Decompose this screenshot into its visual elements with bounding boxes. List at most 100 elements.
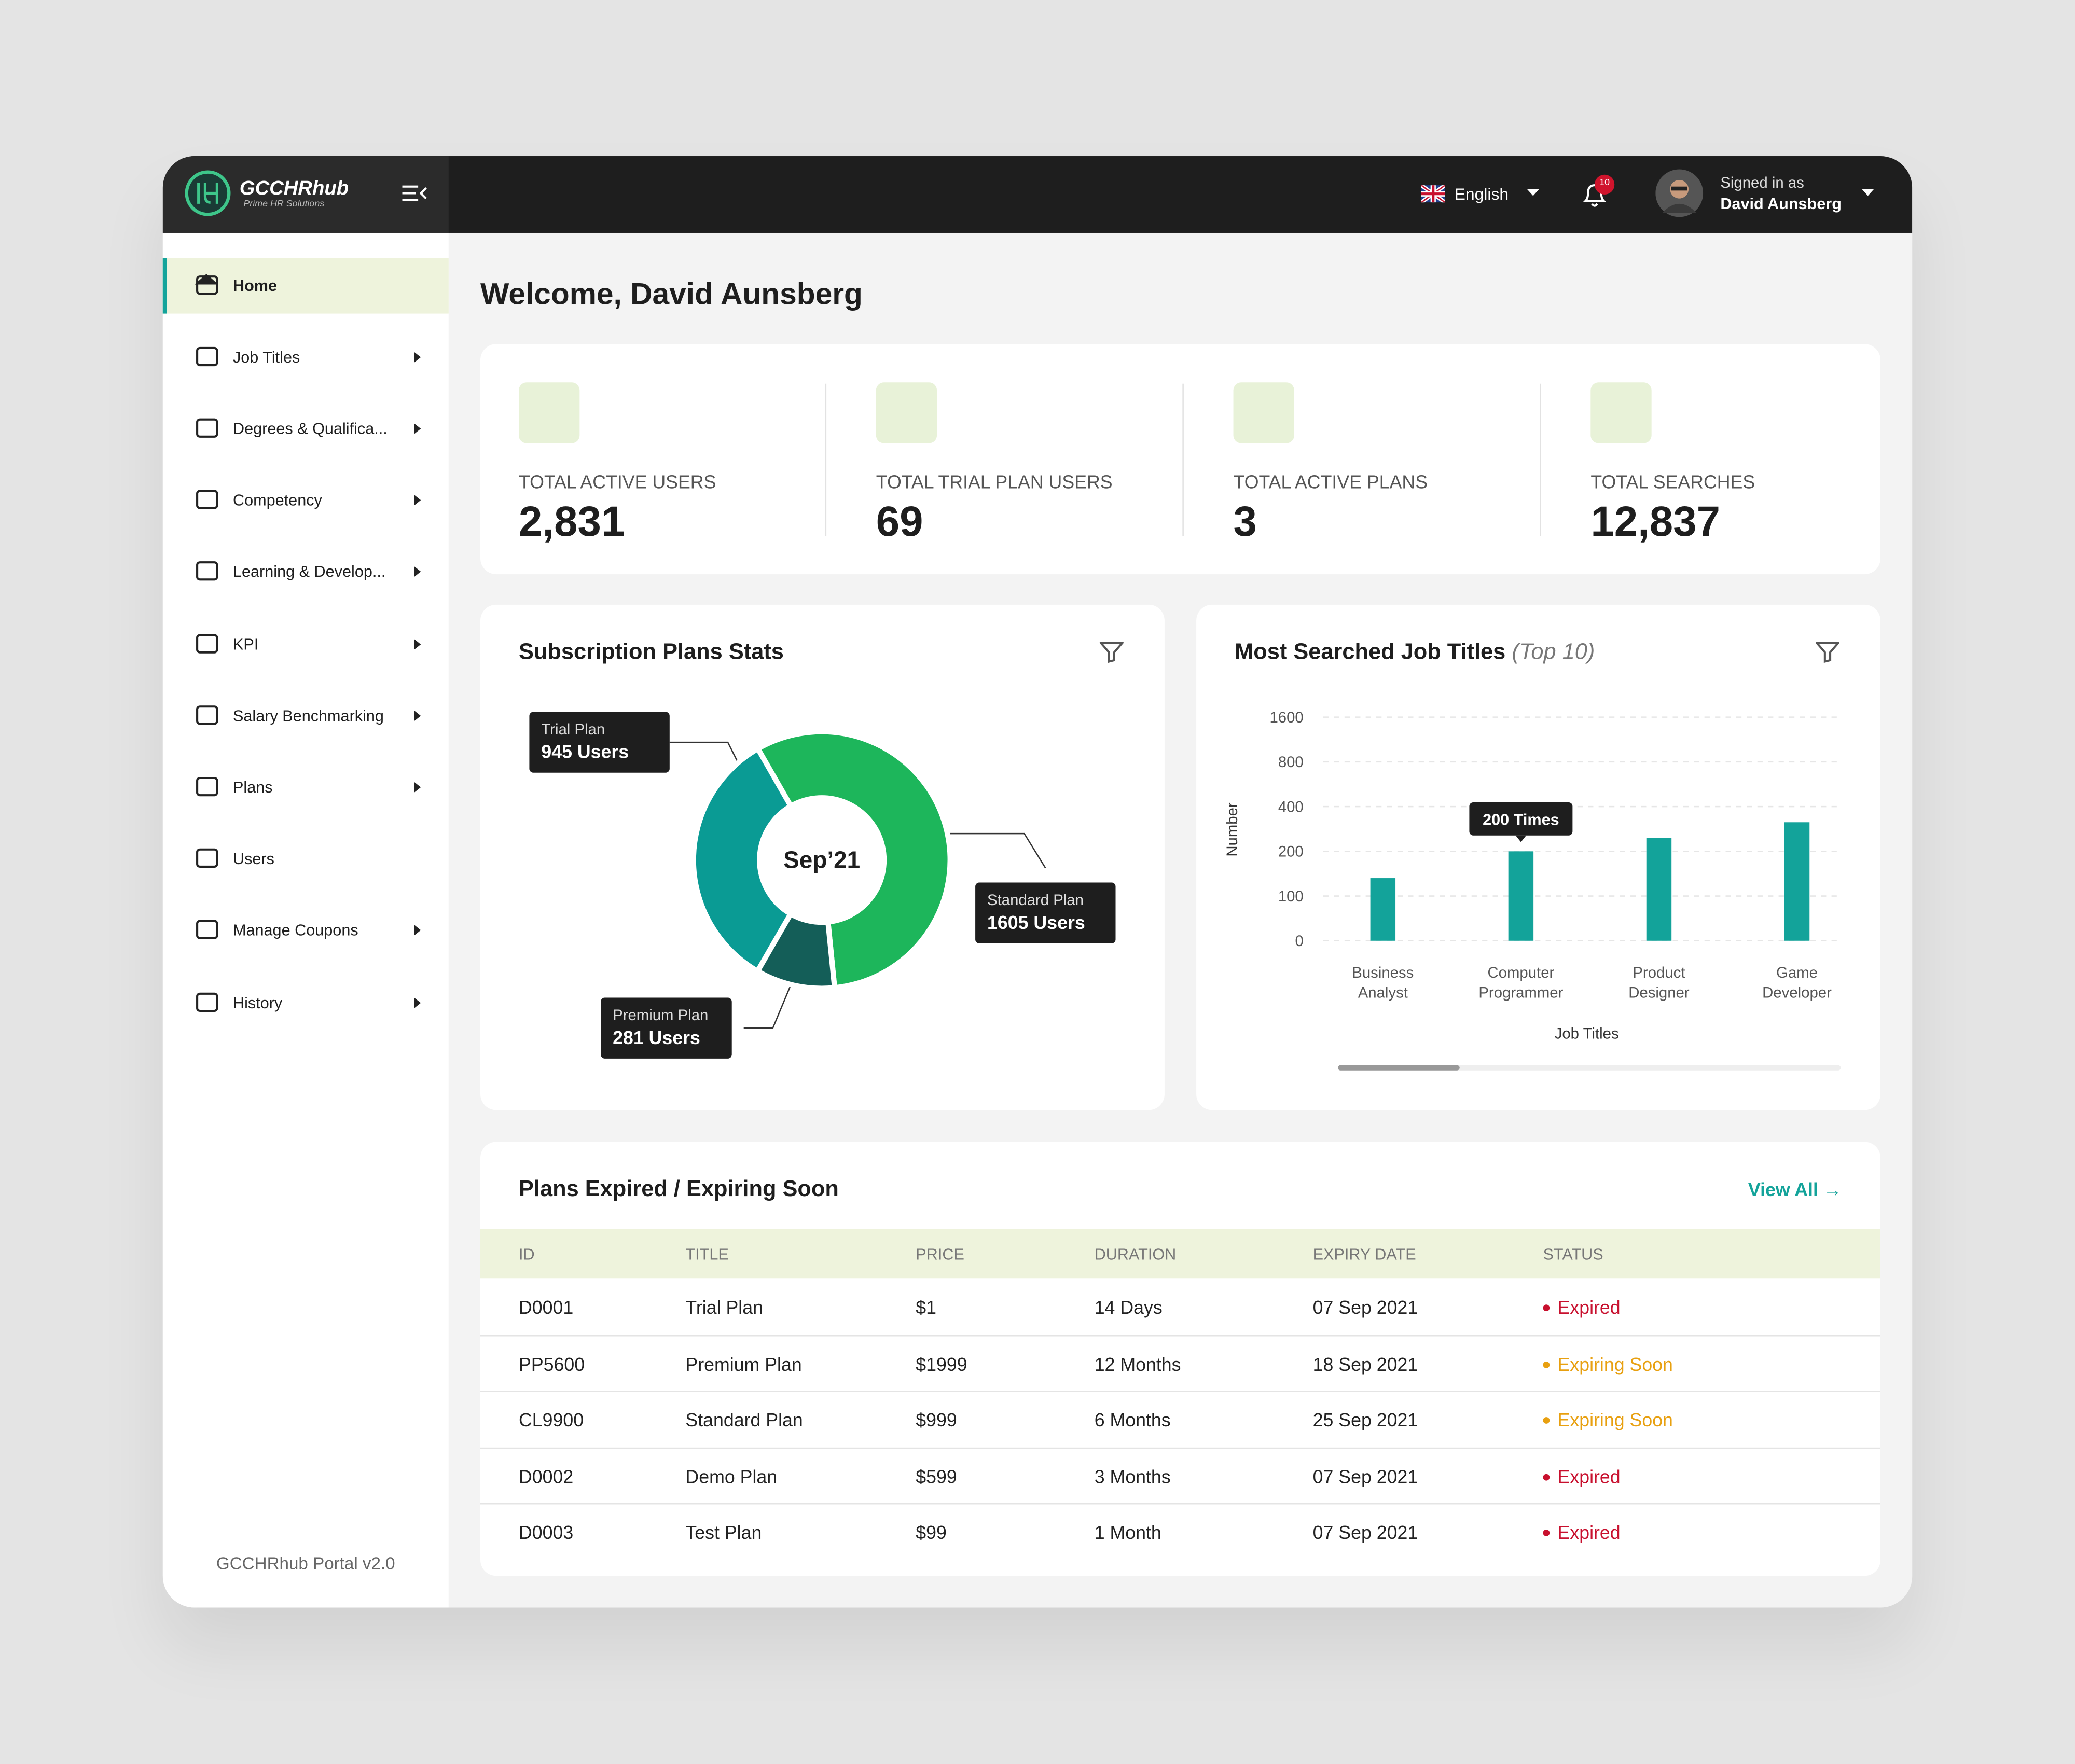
notification-count: 10 [1599, 178, 1610, 188]
cell: 6 Months [1094, 1409, 1171, 1431]
row-divider [480, 1334, 1880, 1336]
table-header-row [480, 1229, 1880, 1279]
status-dot [1543, 1360, 1550, 1368]
donut-hole [762, 800, 881, 920]
nav-label: Salary Benchmarking [232, 706, 384, 725]
cell: 07 Sep 2021 [1312, 1296, 1418, 1318]
nav-icon [196, 920, 218, 939]
status-dot [1543, 1304, 1550, 1312]
cell: Demo Plan [685, 1466, 778, 1487]
x-tick-label: Business Analyst [1352, 966, 1414, 1002]
active-item-bg [162, 258, 449, 314]
y-tick-label: 1600 [1270, 709, 1304, 726]
chart-subtitle: (Top 10) [1512, 639, 1595, 664]
user-name[interactable]: David Aunsberg [1720, 194, 1842, 213]
nav-item[interactable] [167, 975, 448, 1031]
nav-item[interactable] [167, 831, 448, 886]
caret [1527, 189, 1539, 196]
caret [1862, 189, 1874, 196]
nav-item[interactable] [167, 258, 448, 313]
cell: D0002 [518, 1466, 574, 1487]
y-tick-label: 0 [1295, 933, 1303, 950]
nav-icon [196, 346, 218, 367]
nav-icon [194, 274, 218, 285]
tooltip [601, 997, 732, 1059]
scroll-thumb[interactable] [1338, 1065, 1460, 1071]
search-card [1196, 604, 1880, 1110]
stat-label: TOTAL ACTIVE PLANS [1233, 471, 1428, 492]
nav-icon [196, 418, 218, 438]
cell: PP5600 [518, 1353, 585, 1374]
y-tick-label: 400 [1278, 798, 1304, 815]
filter-button[interactable] [1099, 642, 1124, 663]
nav-icon [196, 848, 218, 868]
brand: GCCHRhub [239, 177, 349, 200]
tooltip-value: 281 Users [613, 1026, 700, 1048]
avatar[interactable] [1655, 169, 1704, 217]
tooltip-value: 1605 Users [987, 911, 1085, 933]
bar [1370, 878, 1396, 941]
notification-badge [1594, 174, 1615, 195]
nav-label: Users [232, 849, 274, 868]
cell: $599 [916, 1466, 957, 1487]
scroll-track [1338, 1065, 1841, 1071]
tooltip-value: 945 Users [541, 741, 629, 762]
top-bar [162, 156, 1913, 233]
y-tick-label: 100 [1278, 888, 1304, 905]
table-card [480, 1142, 1880, 1576]
row-divider [480, 1447, 1880, 1449]
nav-icon [196, 776, 218, 797]
donut-segment [690, 745, 795, 975]
view-all-link[interactable]: View All → [1748, 1178, 1842, 1200]
status: Expired [1557, 1466, 1621, 1487]
x-tick-label: Game Developer [1762, 966, 1832, 1002]
portal-version: GCCHRhub Portal v2.0 [216, 1553, 395, 1574]
stats-card [480, 344, 1880, 575]
bar-tooltip [1469, 802, 1573, 836]
nav-arrow [414, 423, 421, 434]
y-axis-label: Number [1224, 802, 1241, 857]
donut-center-label: Sep’21 [783, 846, 860, 873]
cell: $1 [916, 1296, 937, 1318]
welcome: Welcome, David Aunsberg [480, 276, 863, 311]
nav-icon [196, 490, 218, 509]
status-dot [1543, 1530, 1550, 1537]
nav-label: History [232, 993, 283, 1012]
column-header: TITLE [685, 1245, 729, 1264]
stat-icon-box [1590, 382, 1652, 443]
stat-label: TOTAL ACTIVE USERS [518, 471, 716, 492]
nav-item[interactable] [167, 617, 448, 672]
cell: Premium Plan [685, 1353, 802, 1374]
cell: 3 Months [1094, 1466, 1171, 1487]
filter-button[interactable] [1815, 642, 1839, 663]
table-title: Plans Expired / Expiring Soon [518, 1176, 839, 1202]
nav-icon [196, 992, 218, 1012]
bar [1646, 838, 1672, 941]
bar-tooltip-label: 200 Times [1483, 811, 1559, 828]
row-divider [480, 1503, 1880, 1505]
cell: Trial Plan [685, 1296, 763, 1318]
cell: Standard Plan [685, 1409, 803, 1431]
nav-arrow [414, 495, 421, 506]
tooltip [529, 712, 670, 773]
cell: 14 Days [1094, 1296, 1163, 1318]
menu-toggle[interactable] [401, 184, 427, 203]
stat-icon-box [518, 382, 580, 443]
cell: 1 Month [1094, 1522, 1161, 1544]
tooltip-name: Trial Plan [541, 722, 605, 739]
cell: 18 Sep 2021 [1312, 1353, 1418, 1374]
status: Expiring Soon [1557, 1353, 1673, 1374]
cell: D0001 [518, 1296, 574, 1318]
cell: $1999 [916, 1353, 967, 1374]
status-dot [1543, 1417, 1550, 1424]
language-select[interactable]: English [1454, 185, 1509, 204]
chart-title: Subscription Plans Stats [518, 639, 784, 664]
nav-item[interactable] [167, 329, 448, 385]
bar [1784, 822, 1810, 941]
nav-arrow [414, 566, 421, 577]
cell: Test Plan [685, 1522, 762, 1544]
nav-item[interactable] [167, 759, 448, 815]
nav-icon [196, 705, 218, 725]
nav-label: Manage Coupons [232, 921, 358, 940]
stat-value: 2,831 [518, 497, 625, 546]
